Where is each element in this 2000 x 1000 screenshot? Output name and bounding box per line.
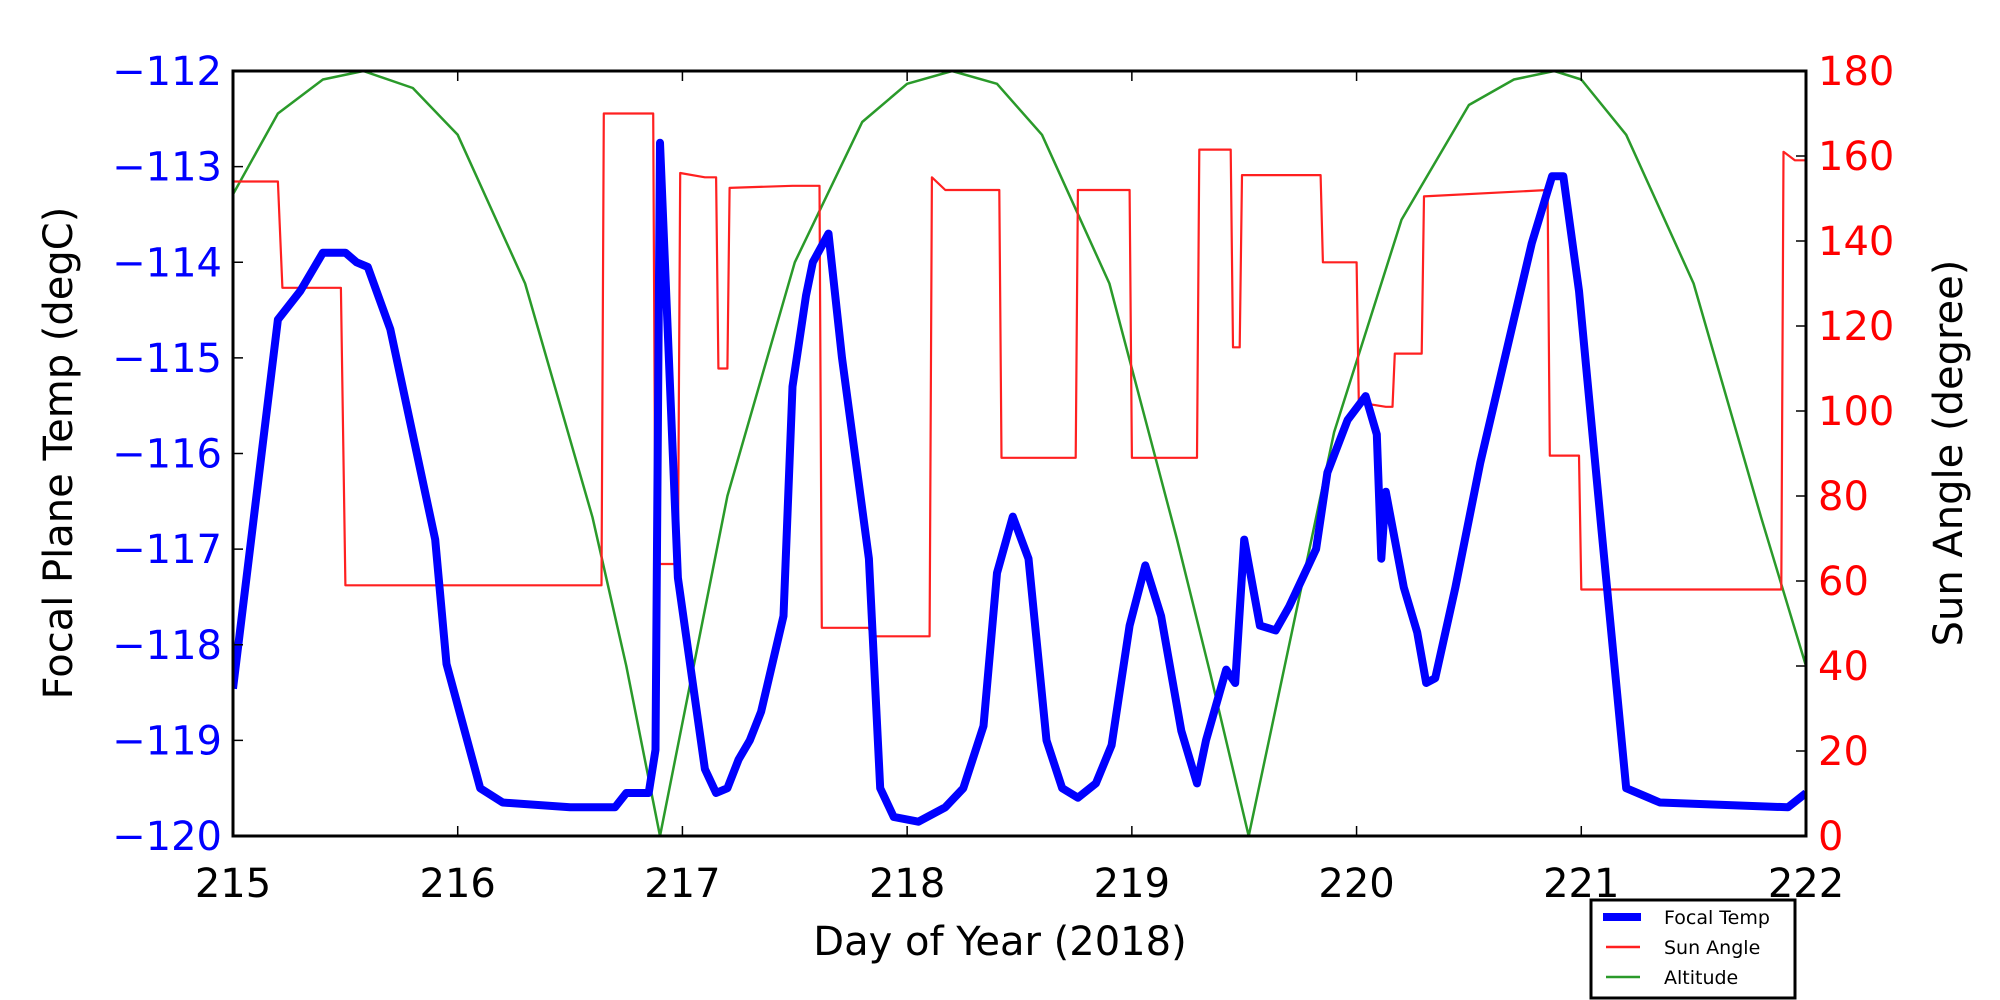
x-tick-label: 216 xyxy=(420,861,496,907)
plot-frame xyxy=(231,69,1808,838)
right-y-tick-label: 20 xyxy=(1818,729,1869,775)
right-y-tick-label: 0 xyxy=(1818,814,1843,860)
series-altitude xyxy=(233,71,1806,836)
right-y-tick-label: 80 xyxy=(1818,474,1869,520)
x-tick-label: 215 xyxy=(195,861,271,907)
left-y-tick-label: −119 xyxy=(112,718,222,764)
right-y-tick-label: 40 xyxy=(1818,644,1869,690)
legend-label-focal-temp: Focal Temp xyxy=(1664,907,1770,929)
x-axis-label: Day of Year (2018) xyxy=(813,919,1186,965)
x-tick-label: 219 xyxy=(1094,861,1170,907)
left-y-tick-label: −118 xyxy=(112,623,222,669)
left-y-tick-label: −120 xyxy=(112,814,222,860)
plot-lines xyxy=(233,71,1806,836)
series-sun-angle xyxy=(233,112,1806,638)
left-y-tick-label: −112 xyxy=(112,49,222,95)
legend-label-altitude: Altitude xyxy=(1664,967,1738,989)
left-y-axis-label: Focal Plane Temp (degC) xyxy=(36,207,82,700)
right-y-tick-label: 160 xyxy=(1818,134,1894,180)
legend: Focal Temp Sun Angle Altitude xyxy=(1589,898,1797,1000)
right-y-tick-label: 120 xyxy=(1818,304,1894,350)
legend-label-sun-angle: Sun Angle xyxy=(1664,937,1760,959)
right-y-tick-label: 100 xyxy=(1818,389,1894,435)
left-y-tick-label: −117 xyxy=(112,527,222,573)
left-y-tick-label: −115 xyxy=(112,336,222,382)
x-tick-label: 217 xyxy=(644,861,720,907)
right-y-tick-label: 140 xyxy=(1818,219,1894,265)
x-tick-label: 218 xyxy=(869,861,945,907)
left-y-tick-label: −114 xyxy=(112,240,222,286)
series-focal-temp xyxy=(233,138,1806,826)
right-y-axis-label: Sun Angle (degree) xyxy=(1926,260,1972,647)
left-y-tick-label: −113 xyxy=(112,145,222,191)
x-tick-label: 220 xyxy=(1318,861,1394,907)
left-y-tick-label: −116 xyxy=(112,432,222,478)
right-y-tick-label: 180 xyxy=(1818,49,1894,95)
right-y-tick-label: 60 xyxy=(1818,559,1869,605)
